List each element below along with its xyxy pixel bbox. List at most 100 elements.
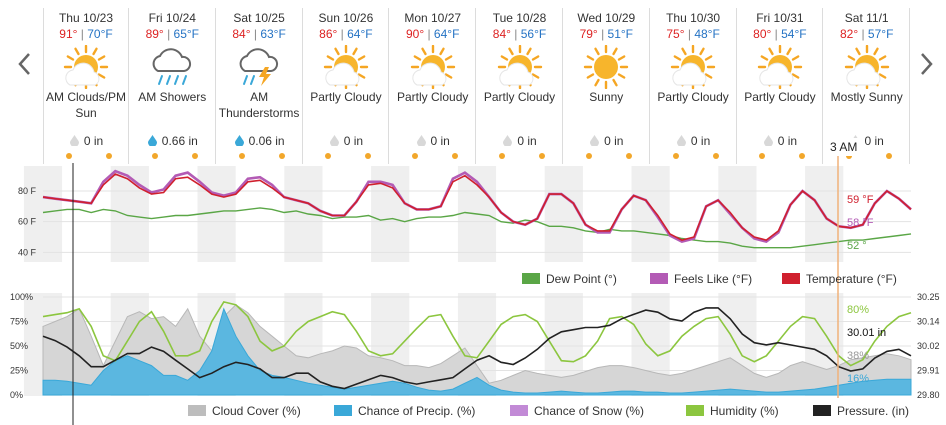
precip-amount: 0.06 in (248, 134, 285, 148)
high-temp: 91° (59, 27, 78, 41)
day-date: Mon 10/27 (404, 11, 462, 25)
day-condition: Partly Cloudy (744, 90, 816, 104)
previous-days-button[interactable] (14, 50, 36, 78)
day-column[interactable]: Fri 10/31 80° | 54°F Partly Cloudy 0 in (737, 8, 824, 164)
sun-markers (564, 153, 649, 161)
night-band (371, 166, 410, 262)
raindrop-icon (590, 135, 600, 146)
y2-tick-label: 29.91 (917, 366, 940, 376)
humidity-line (42, 300, 912, 367)
sunrise-marker (759, 153, 766, 159)
day-condition: Partly Cloudy (483, 90, 556, 104)
day-condition: AM Clouds/PM Sun (45, 90, 127, 120)
high-temp: 89° (145, 27, 164, 41)
night-band (284, 166, 323, 262)
day-condition: AM Showers (138, 90, 207, 104)
day-column[interactable]: Thu 10/30 75° | 48°F Partly Cloudy 0 in (651, 8, 737, 164)
day-column[interactable]: Sat 10/25 84° | 63°F AM Thunderstorms 0.… (217, 8, 303, 164)
raindrop-icon (676, 135, 686, 146)
low-temp: 57°F (867, 27, 894, 41)
precip-callout: 16% (847, 373, 869, 385)
pressure-legend-swatch (813, 405, 831, 416)
feels-like-callout: 58 °F (847, 217, 874, 229)
y2-tick-label: 30.02 (917, 341, 940, 351)
raindrop-icon (763, 135, 773, 146)
sun-markers (130, 153, 215, 161)
night-band (718, 166, 757, 262)
high-temp: 90° (405, 27, 425, 41)
day-column[interactable]: Wed 10/29 79° | 51°F Sunny 0 in (564, 8, 650, 164)
day-date: Thu 10/30 (666, 11, 721, 25)
snow-chance-legend-swatch (510, 405, 528, 416)
low-temp: 51°F (607, 27, 634, 41)
day-column[interactable]: Mon 10/27 90° | 64°F Partly Cloudy 0 in (390, 8, 477, 164)
low-temp: 63°F (260, 27, 286, 41)
sun-markers (44, 153, 128, 161)
y-tick-label: 40 F (18, 247, 37, 257)
feels-like-legend-label: Feels Like (°F) (674, 272, 752, 286)
precip-chance-area (42, 307, 912, 396)
day-condition: AM Thunderstorms (218, 90, 300, 120)
sun-markers (390, 153, 475, 161)
high-temp: 86° (319, 27, 338, 41)
precip-chance-legend-label: Chance of Precip. (%) (358, 404, 475, 418)
sunrise-marker (325, 153, 332, 159)
sun-markers (824, 153, 909, 161)
sunset-marker (452, 153, 459, 159)
day-condition: Partly Cloudy (397, 90, 469, 104)
day-column[interactable]: Fri 10/24 89° | 65°F AM Showers 0.66 in (130, 8, 216, 164)
temperature-legend-label: Temperature (°F) (806, 272, 897, 286)
high-temp: 75° (666, 27, 685, 41)
y2-tick-label: 30.25 (917, 292, 940, 302)
high-temp: 82° (839, 27, 859, 41)
low-temp: 48°F (694, 27, 720, 41)
temperature-callout: 59 °F (847, 194, 874, 206)
precip-amount: 0 in (604, 134, 624, 148)
y-tick-label: 0% (10, 390, 23, 400)
sunrise-marker (412, 153, 419, 159)
sunset-marker (365, 153, 372, 159)
y2-tick-label: 30.14 (917, 317, 940, 327)
low-temp: 54°F (781, 27, 807, 41)
partly-sunny-icon (44, 45, 128, 89)
precip-amount: 0 in (343, 134, 364, 148)
sunset-marker (625, 153, 632, 159)
next-days-button[interactable] (915, 50, 937, 78)
sunrise-marker (499, 153, 505, 159)
day-column[interactable]: Thu 10/23 91° | 70°F AM Clouds/PM Sun 0 … (43, 8, 129, 164)
partly-sunny-icon (390, 45, 475, 89)
sunrise-marker (238, 153, 245, 159)
precip-amount: 0 in (517, 134, 537, 148)
sunrise-marker (151, 153, 158, 159)
raindrop-icon (329, 135, 339, 146)
night-band (631, 166, 670, 262)
day-date: Tue 10/28 (492, 11, 547, 25)
low-temp: 70°F (87, 27, 113, 41)
day-date: Sun 10/26 (318, 11, 374, 25)
showers-icon (130, 45, 215, 89)
day-date: Sat 10/25 (233, 11, 285, 25)
sun-markers (217, 153, 302, 161)
day-column[interactable]: Sun 10/26 86° | 64°F Partly Cloudy 0 in (303, 8, 390, 164)
night-band (544, 166, 583, 262)
sunrise-marker (66, 153, 72, 159)
sunset-marker (539, 153, 545, 159)
sunset-marker (106, 153, 112, 159)
y-tick-label: 80 F (18, 186, 37, 196)
y-tick-label: 60 F (18, 217, 37, 227)
y-tick-label: 100% (10, 292, 33, 302)
cloud-cover-legend-swatch (188, 405, 206, 416)
feels-like-line (42, 169, 912, 244)
y-tick-label: 75% (10, 317, 28, 327)
dew-point-line (42, 207, 912, 249)
sun-markers (303, 153, 388, 161)
day-column[interactable]: Tue 10/28 84° | 56°F Partly Cloudy 0 in (477, 8, 563, 164)
dew-point-legend-label: Dew Point (°) (546, 272, 617, 286)
partly-sunny-icon (303, 45, 388, 89)
high-temp: 84° (232, 27, 251, 41)
day-date: Wed 10/29 (577, 11, 636, 25)
precip-amount: 0.66 in (161, 134, 198, 148)
sunrise-marker (672, 153, 679, 159)
precip-chance-legend-swatch (334, 405, 352, 416)
